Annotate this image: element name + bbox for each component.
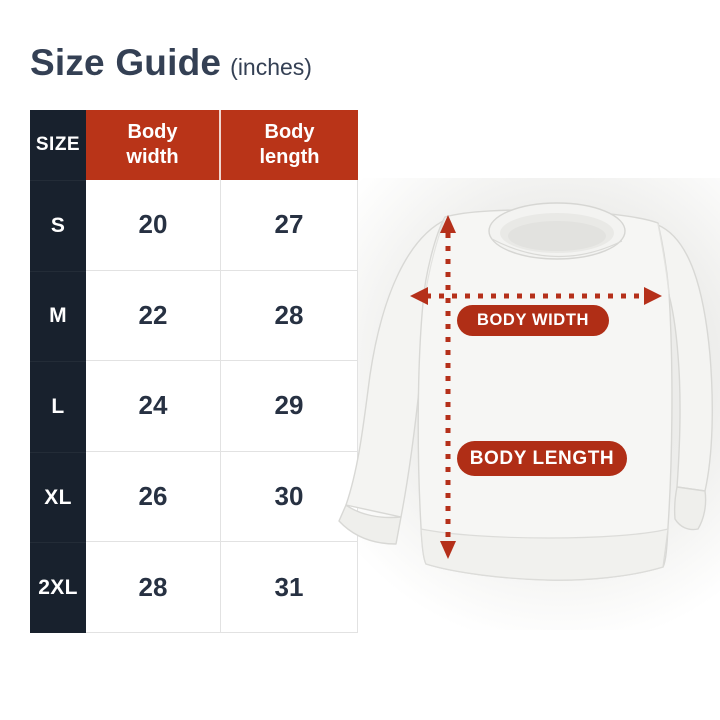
- body-length-2xl: 31: [221, 542, 358, 633]
- body-width-label: BODY WIDTH: [457, 305, 609, 336]
- size-label-l: L: [30, 361, 86, 452]
- size-table: SIZE Body width Body length S 20 27 M 22…: [30, 110, 358, 633]
- size-label-m: M: [30, 270, 86, 362]
- body-length-xl: 30: [221, 451, 358, 543]
- body-width-m: 22: [86, 270, 221, 362]
- table-header-body-width: Body width: [86, 110, 221, 180]
- product-photo-background: [357, 178, 720, 630]
- title-text: Size Guide: [30, 42, 222, 83]
- size-label-s: S: [30, 180, 86, 271]
- body-width-xl: 26: [86, 451, 221, 543]
- table-header-size: SIZE: [30, 110, 86, 180]
- body-length-l: 29: [221, 361, 358, 452]
- size-label-xl: XL: [30, 451, 86, 543]
- body-length-m: 28: [221, 270, 358, 362]
- size-label-2xl: 2XL: [30, 542, 86, 633]
- body-width-l: 24: [86, 361, 221, 452]
- title-unit: (inches): [230, 54, 312, 80]
- body-width-2xl: 28: [86, 542, 221, 633]
- body-length-label: BODY LENGTH: [457, 441, 627, 476]
- page-title: Size Guide (inches): [30, 42, 312, 84]
- table-header-body-length: Body length: [221, 110, 358, 180]
- body-width-s: 20: [86, 180, 221, 271]
- body-length-s: 27: [221, 180, 358, 271]
